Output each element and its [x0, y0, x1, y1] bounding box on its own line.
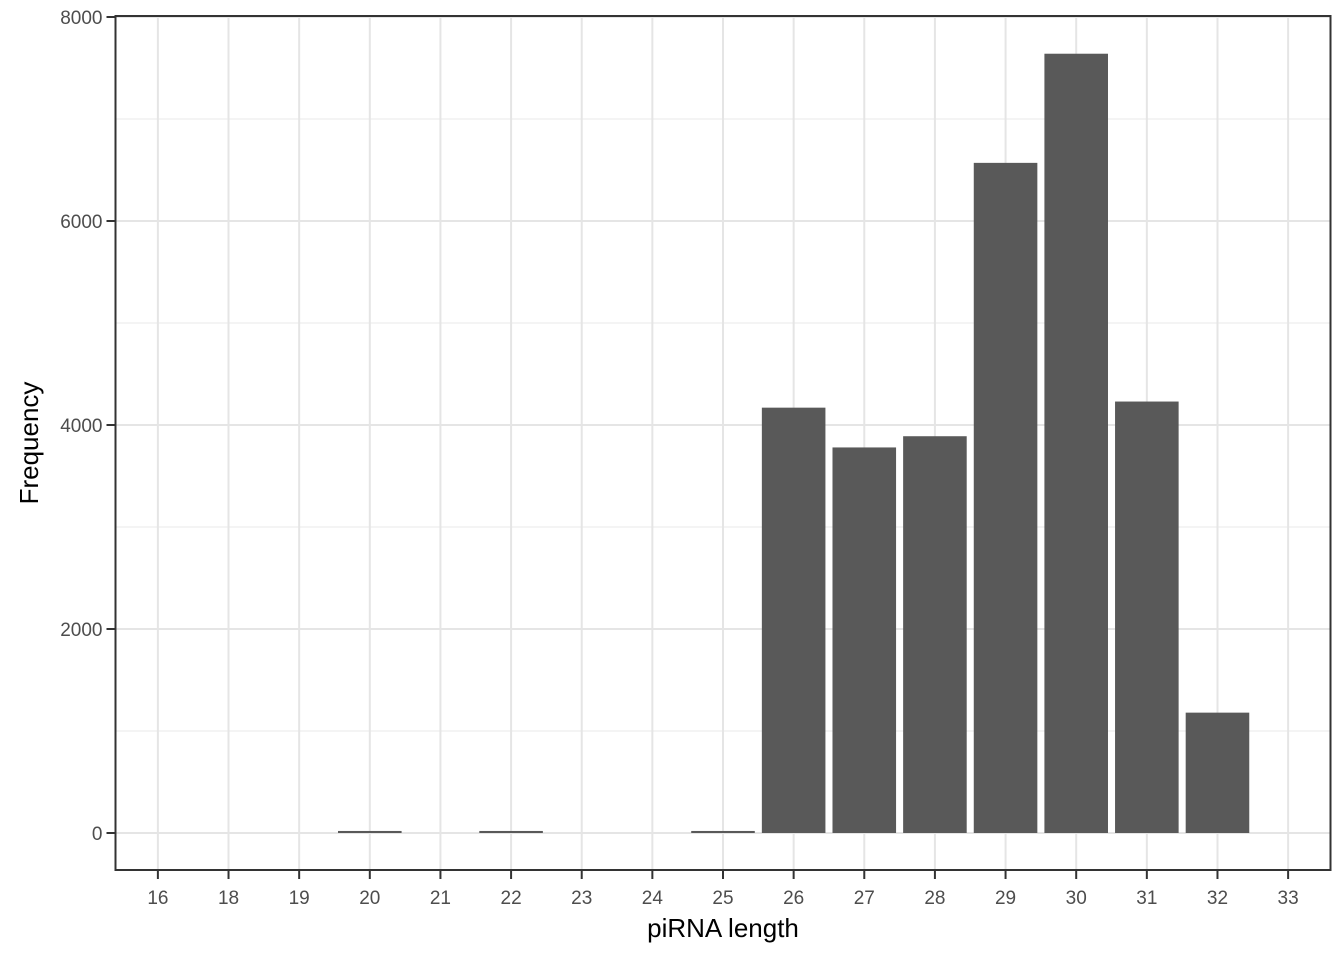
x-tick-label: 32: [1207, 888, 1228, 909]
x-tick-label: 29: [995, 888, 1016, 909]
x-tick-label: 22: [501, 888, 522, 909]
bar: [1185, 712, 1250, 833]
bar: [1115, 401, 1179, 833]
y-tick-label: 6000: [60, 212, 102, 233]
bar: [973, 162, 1038, 834]
bar: [903, 436, 967, 833]
y-tick-label: 8000: [60, 8, 102, 29]
x-tick-label: 25: [712, 888, 733, 909]
x-tick-label: 31: [1136, 888, 1157, 909]
bar: [1044, 53, 1108, 834]
x-tick-label: 21: [430, 888, 451, 909]
y-tick-label: 0: [92, 824, 103, 845]
x-tick-label: 28: [924, 888, 945, 909]
bar: [338, 830, 402, 833]
x-axis-title: piRNA length: [647, 913, 799, 943]
x-tick-label: 19: [289, 888, 310, 909]
x-tick-label: 30: [1066, 888, 1087, 909]
x-tick-label: 27: [854, 888, 875, 909]
panel-border: [114, 15, 1332, 871]
y-axis-title: Frequency: [14, 381, 44, 505]
x-tick-label: 16: [147, 888, 168, 909]
x-tick-label: 24: [642, 888, 664, 909]
y-tick-label: 4000: [60, 416, 102, 437]
x-tick-label: 18: [218, 888, 239, 909]
bar: [832, 447, 897, 833]
x-tick-label: 26: [783, 888, 804, 909]
x-tick-label: 20: [359, 888, 380, 909]
x-tick-label: 23: [571, 888, 592, 909]
x-tick-label: 33: [1278, 888, 1299, 909]
bar: [479, 830, 543, 833]
bar: [691, 830, 755, 833]
y-tick-label: 2000: [60, 620, 102, 641]
bar: [761, 407, 826, 833]
